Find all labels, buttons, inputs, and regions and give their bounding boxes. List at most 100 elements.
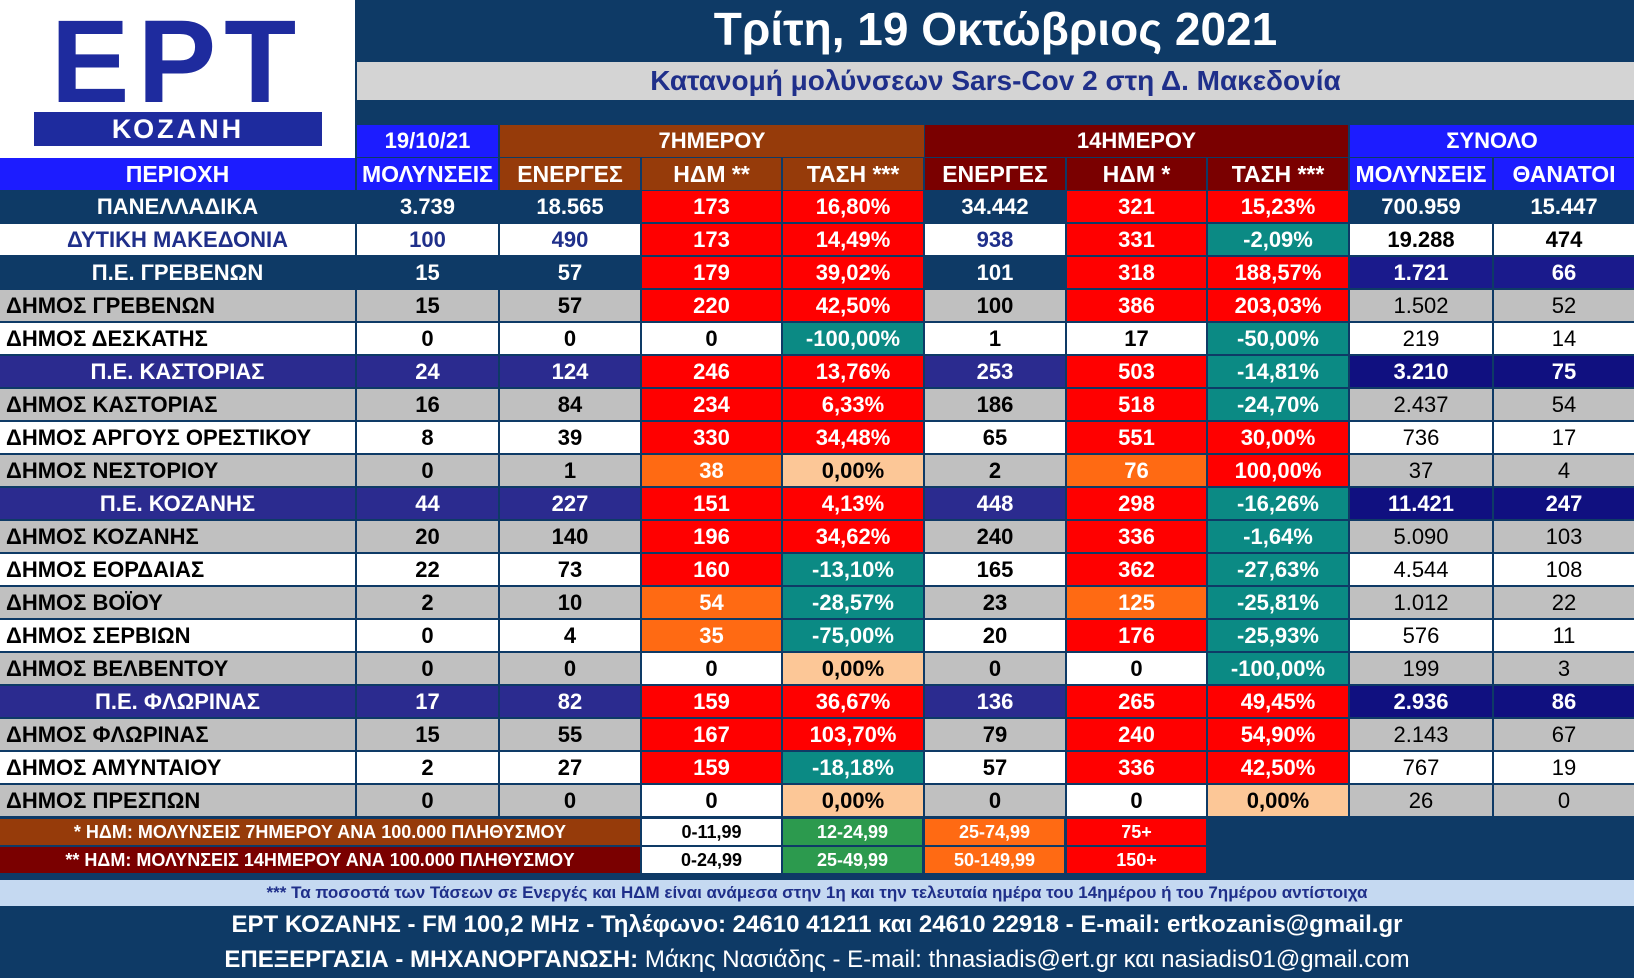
- table-cell: 18.565: [500, 191, 640, 222]
- table-cell: 253: [925, 356, 1065, 387]
- table-cell: 0: [357, 323, 498, 354]
- table-cell: 136: [925, 686, 1065, 717]
- column-header: ΠΕΡΙΟΧΗ: [0, 158, 355, 190]
- table-cell: -1,64%: [1208, 521, 1348, 552]
- table-cell: 11: [1494, 620, 1634, 651]
- table-cell: -16,26%: [1208, 488, 1348, 519]
- table-cell: 767: [1350, 752, 1492, 783]
- table-cell: 336: [1067, 521, 1206, 552]
- area-name: Π.Ε. ΦΛΩΡΙΝΑΣ: [0, 686, 355, 717]
- column-header: ΕΝΕΡΓΕΣ: [500, 158, 640, 190]
- header-14day: 14ΗΜΕΡΟΥ: [925, 125, 1348, 157]
- table-cell: 247: [1494, 488, 1634, 519]
- area-name: Π.Ε. ΚΟΖΑΝΗΣ: [0, 488, 355, 519]
- table-cell: 240: [1067, 719, 1206, 750]
- area-name: Π.Ε. ΓΡΕΒΕΝΩΝ: [0, 257, 355, 288]
- table-cell: 6,33%: [783, 389, 923, 420]
- table-cell: 938: [925, 224, 1065, 255]
- column-header: ΗΔΜ **: [642, 158, 781, 190]
- table-cell: 108: [1494, 554, 1634, 585]
- table-cell: 1: [925, 323, 1065, 354]
- table-cell: 234: [642, 389, 781, 420]
- table-cell: 57: [500, 257, 640, 288]
- area-name: ΔΗΜΟΣ ΑΜΥΝΤΑΙΟΥ: [0, 752, 355, 783]
- table-cell: 518: [1067, 389, 1206, 420]
- table-cell: 35: [642, 620, 781, 651]
- column-header: ΤΑΣΗ ***: [783, 158, 923, 190]
- legend-range: 75+: [1067, 819, 1206, 845]
- table-cell: 22: [357, 554, 498, 585]
- table-cell: 16: [357, 389, 498, 420]
- area-name: ΔΗΜΟΣ ΑΡΓΟΥΣ ΟΡΕΣΤΙΚΟΥ: [0, 422, 355, 453]
- area-name: ΔΗΜΟΣ ΝΕΣΤΟΡΙΟΥ: [0, 455, 355, 486]
- table-cell: 1.502: [1350, 290, 1492, 321]
- credit-label: ΕΠΕΞΕΡΓΑΣΙΑ - ΜΗΧΑΝΟΡΓΑΝΩΣΗ:: [224, 946, 639, 973]
- area-name: ΔΗΜΟΣ ΚΑΣΤΟΡΙΑΣ: [0, 389, 355, 420]
- legend-range: 150+: [1067, 847, 1206, 873]
- table-cell: -50,00%: [1208, 323, 1348, 354]
- table-cell: 34,48%: [783, 422, 923, 453]
- table-cell: 54,90%: [1208, 719, 1348, 750]
- table-cell: 576: [1350, 620, 1492, 651]
- table-cell: 66: [1494, 257, 1634, 288]
- table-cell: 551: [1067, 422, 1206, 453]
- table-cell: 0: [925, 785, 1065, 816]
- legend-7day-label: * ΗΔΜ: ΜΟΛΥΝΣΕΙΣ 7ΗΜΕΡΟΥ ΑΝΑ 100.000 ΠΛΗ…: [0, 819, 640, 845]
- table-cell: 84: [500, 389, 640, 420]
- table-cell: 173: [642, 224, 781, 255]
- legend-14day-label: ** ΗΔΜ: ΜΟΛΥΝΣΕΙΣ 14ΗΜΕΡΟΥ ΑΝΑ 100.000 Π…: [0, 847, 640, 873]
- table-cell: 3.739: [357, 191, 498, 222]
- table-cell: 26: [1350, 785, 1492, 816]
- table-cell: 490: [500, 224, 640, 255]
- legend-range: 25-74,99: [925, 819, 1064, 845]
- table-cell: 0,00%: [1208, 785, 1348, 816]
- table-cell: 188,57%: [1208, 257, 1348, 288]
- table-cell: 4: [500, 620, 640, 651]
- table-cell: 176: [1067, 620, 1206, 651]
- table-cell: 2.437: [1350, 389, 1492, 420]
- table-cell: 8: [357, 422, 498, 453]
- table-cell: 246: [642, 356, 781, 387]
- table-cell: 448: [925, 488, 1065, 519]
- table-cell: 700.959: [1350, 191, 1492, 222]
- table-cell: 4.544: [1350, 554, 1492, 585]
- table-cell: 57: [925, 752, 1065, 783]
- table-cell: 101: [925, 257, 1065, 288]
- table-cell: 159: [642, 686, 781, 717]
- area-name: ΠΑΝΕΛΛΑΔΙΚΑ: [0, 191, 355, 222]
- table-cell: 55: [500, 719, 640, 750]
- table-cell: 186: [925, 389, 1065, 420]
- table-cell: 124: [500, 356, 640, 387]
- table-cell: 173: [642, 191, 781, 222]
- table-cell: 0: [500, 653, 640, 684]
- table-cell: 240: [925, 521, 1065, 552]
- station-contact: ΕΡΤ ΚΟΖΑΝΗΣ - FM 100,2 MHz - Τηλέφωνο: 2…: [231, 911, 1403, 938]
- table-cell: 5.090: [1350, 521, 1492, 552]
- table-cell: 203,03%: [1208, 290, 1348, 321]
- table-cell: 15: [357, 257, 498, 288]
- table-cell: 298: [1067, 488, 1206, 519]
- table-cell: 20: [357, 521, 498, 552]
- table-cell: 0,00%: [783, 785, 923, 816]
- table-cell: 0: [642, 785, 781, 816]
- table-cell: -2,09%: [1208, 224, 1348, 255]
- table-cell: 73: [500, 554, 640, 585]
- table-cell: 2.143: [1350, 719, 1492, 750]
- table-cell: 75: [1494, 356, 1634, 387]
- table-cell: 67: [1494, 719, 1634, 750]
- table-cell: 0: [357, 653, 498, 684]
- header-date: 19/10/21: [357, 125, 498, 157]
- table-cell: 199: [1350, 653, 1492, 684]
- table-cell: 0: [357, 620, 498, 651]
- table-cell: 3.210: [1350, 356, 1492, 387]
- report-date: Τρίτη, 19 Οκτώβριος 2021: [713, 3, 1278, 55]
- table-cell: -75,00%: [783, 620, 923, 651]
- table-cell: 24: [357, 356, 498, 387]
- table-cell: 1.012: [1350, 587, 1492, 618]
- table-cell: 76: [1067, 455, 1206, 486]
- table-cell: 362: [1067, 554, 1206, 585]
- table-cell: 165: [925, 554, 1065, 585]
- table-cell: 82: [500, 686, 640, 717]
- table-cell: 2: [357, 587, 498, 618]
- table-cell: 0: [357, 785, 498, 816]
